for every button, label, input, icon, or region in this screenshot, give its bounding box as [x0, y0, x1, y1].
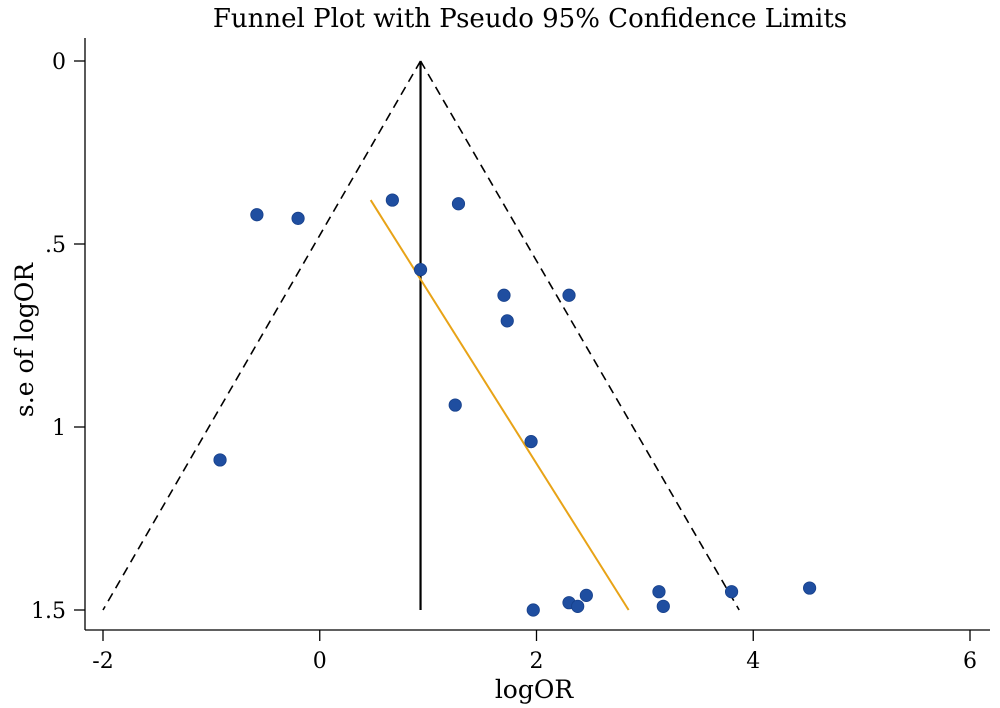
x-tick-label: -2: [92, 649, 113, 674]
data-point: [291, 211, 305, 225]
y-tick-label: 0: [52, 50, 66, 75]
x-tick-label: 2: [530, 649, 544, 674]
x-tick-label: 0: [313, 649, 327, 674]
data-point: [579, 588, 593, 602]
y-tick-label: 1.5: [31, 599, 66, 624]
data-point: [213, 453, 227, 467]
y-axis-label: s.e of logOR: [10, 262, 39, 417]
confidence-funnel: [102, 60, 740, 611]
data-points: [213, 193, 817, 617]
chart-title: Funnel Plot with Pseudo 95% Confidence L…: [213, 4, 847, 34]
data-point: [526, 603, 540, 617]
data-point: [385, 193, 399, 207]
y-tick-label: .5: [45, 233, 66, 258]
y-axis-ticks: 0 .5 1 1.5: [31, 50, 85, 624]
x-tick-label: 6: [963, 649, 977, 674]
data-point: [250, 208, 264, 222]
data-point: [652, 585, 666, 599]
data-point: [656, 599, 670, 613]
data-point: [803, 581, 817, 595]
y-tick-label: 1: [52, 416, 66, 441]
funnel-right-limit: [419, 60, 740, 611]
data-point: [571, 599, 585, 613]
regression-line-group: [369, 199, 630, 611]
regression-line: [369, 199, 630, 611]
data-point: [451, 197, 466, 211]
data-point: [497, 288, 511, 302]
data-point: [724, 585, 739, 599]
funnel-left-limit: [102, 60, 422, 611]
x-axis-ticks: -2 0 2 4 6: [92, 630, 977, 674]
data-point: [562, 288, 576, 302]
data-point: [500, 314, 514, 328]
x-axis-label: logOR: [495, 675, 575, 704]
data-point: [413, 263, 428, 277]
data-point: [524, 435, 538, 449]
data-point: [448, 398, 462, 412]
x-tick-label: 4: [746, 649, 760, 674]
